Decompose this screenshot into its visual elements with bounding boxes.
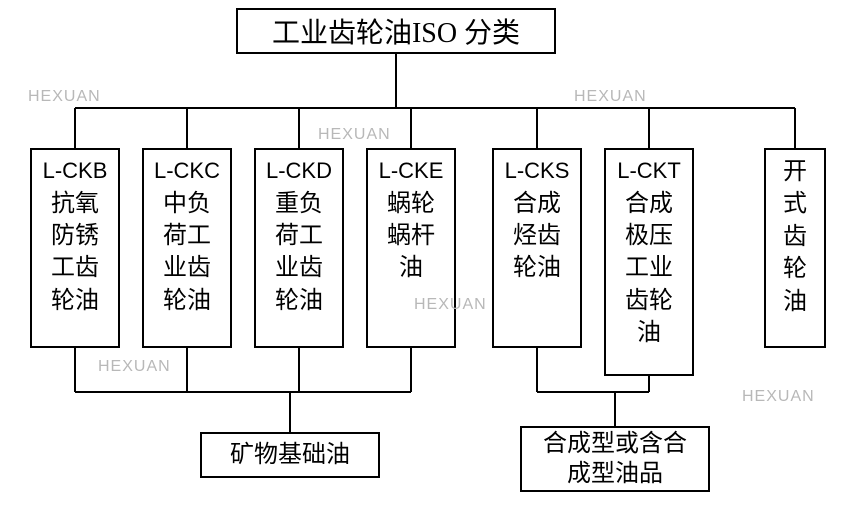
watermark: HEXUAN [318,126,391,144]
category-box-4: L-CKS 合成 烃齿 轮油 [492,148,582,348]
root-title-box: 工业齿轮油ISO 分类 [236,8,556,54]
category-code: L-CKD [266,156,332,186]
watermark: HEXUAN [28,88,101,106]
category-desc: 开 式 齿 轮 油 [783,156,807,318]
footer-box-0: 矿物基础油 [200,432,380,478]
watermark: HEXUAN [574,88,647,106]
category-code: L-CKC [154,156,220,186]
watermark: HEXUAN [98,358,171,376]
footer-label: 矿物基础油 [230,440,350,470]
category-box-6: 开 式 齿 轮 油 [764,148,826,348]
category-desc: 中负 荷工 业齿 轮油 [163,188,211,318]
root-title: 工业齿轮油ISO 分类 [272,11,520,51]
category-desc: 重负 荷工 业齿 轮油 [275,188,323,318]
category-box-0: L-CKB 抗氧 防锈 工齿 轮油 [30,148,120,348]
category-desc: 合成 烃齿 轮油 [513,188,561,285]
watermark: HEXUAN [742,388,815,406]
footer-label: 合成型或含合 成型油品 [543,429,687,489]
category-code: L-CKT [617,156,681,186]
category-desc: 合成 极压 工业 齿轮 油 [625,188,673,350]
footer-box-1: 合成型或含合 成型油品 [520,426,710,492]
category-box-5: L-CKT 合成 极压 工业 齿轮 油 [604,148,694,376]
category-box-1: L-CKC 中负 荷工 业齿 轮油 [142,148,232,348]
category-box-2: L-CKD 重负 荷工 业齿 轮油 [254,148,344,348]
category-box-3: L-CKE 蜗轮 蜗杆 油 [366,148,456,348]
category-desc: 蜗轮 蜗杆 油 [387,188,435,285]
category-code: L-CKE [379,156,444,186]
category-code: L-CKB [43,156,108,186]
category-desc: 抗氧 防锈 工齿 轮油 [51,188,99,318]
category-code: L-CKS [505,156,570,186]
